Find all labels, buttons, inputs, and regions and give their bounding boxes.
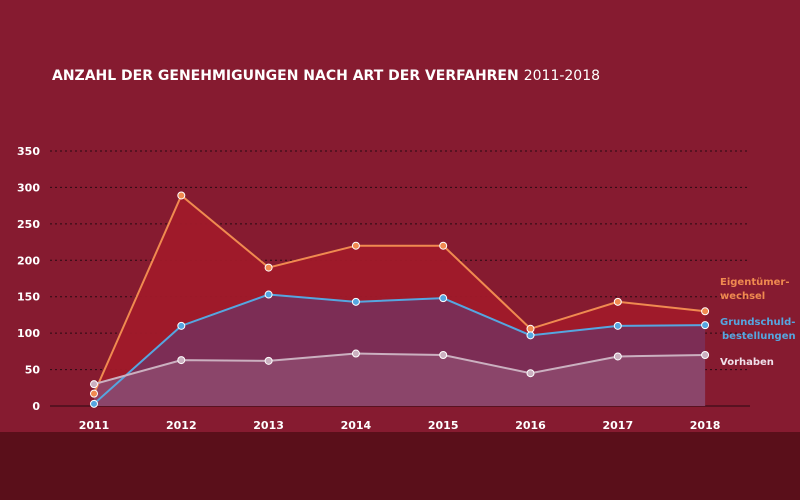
series-lines xyxy=(93,193,706,405)
legend-label-line: wechsel xyxy=(720,291,765,302)
data-point xyxy=(177,321,186,330)
data-point xyxy=(701,321,710,330)
y-tick-label: 200 xyxy=(17,254,40,267)
x-tick-label: 2017 xyxy=(602,419,633,432)
legend-label-1: Grundschuld-bestellungen xyxy=(720,317,796,342)
data-point xyxy=(439,294,448,303)
y-tick-label: 300 xyxy=(17,181,40,194)
data-points xyxy=(90,191,710,408)
data-point xyxy=(90,389,98,398)
data-point xyxy=(264,263,273,272)
x-tick-label: 2013 xyxy=(253,419,284,432)
legend-label-line: Eigentümer- xyxy=(720,277,790,288)
y-tick-label: 100 xyxy=(17,327,40,340)
data-point xyxy=(264,290,273,299)
series-line-1 xyxy=(93,293,706,405)
data-point xyxy=(177,356,186,365)
data-point xyxy=(439,351,448,359)
chart-title: ANZAHL DER GENEHMIGUNGEN NACH ART DER VE… xyxy=(52,68,600,84)
data-point xyxy=(526,324,535,333)
x-tick-label: 2014 xyxy=(341,419,372,432)
footer-band xyxy=(0,432,800,500)
x-tick-label: 2011 xyxy=(79,419,110,432)
data-point xyxy=(526,369,535,378)
x-tick-label: 2015 xyxy=(428,419,459,432)
y-tick-label: 50 xyxy=(25,364,41,377)
legend: Eigentümer-wechsel Grundschuld-bestellung… xyxy=(720,277,796,368)
y-tick-label: 250 xyxy=(17,218,40,231)
y-axis-ticks: 0 50 100 150 200 250 300 350 xyxy=(17,145,40,413)
data-point xyxy=(351,297,360,306)
data-point xyxy=(701,351,710,359)
chart-title-bold: ANZAHL DER GENEHMIGUNGEN NACH ART DER VE… xyxy=(52,68,519,84)
data-point xyxy=(90,399,98,408)
legend-label-0: Eigentümer-wechsel xyxy=(720,277,790,302)
series-area-2 xyxy=(94,353,706,406)
data-point xyxy=(264,356,273,365)
data-point xyxy=(90,380,98,389)
legend-label-line: Vorhaben xyxy=(720,357,774,368)
legend-label-2: Vorhaben xyxy=(720,357,774,368)
legend-label-line: Grundschuld- xyxy=(720,317,795,328)
y-tick-label: 150 xyxy=(17,291,40,304)
data-point xyxy=(351,241,360,250)
y-tick-label: 350 xyxy=(17,145,40,158)
data-point xyxy=(701,307,710,316)
y-tick-label: 0 xyxy=(32,400,40,413)
x-tick-label: 2018 xyxy=(690,419,721,432)
series-line-0 xyxy=(93,193,706,395)
series-line-2 xyxy=(93,352,706,386)
data-point xyxy=(613,321,622,330)
data-point xyxy=(526,331,535,340)
data-point xyxy=(613,352,622,361)
x-tick-label: 2012 xyxy=(166,419,197,432)
data-point xyxy=(177,191,186,200)
x-tick-label: 2016 xyxy=(515,419,546,432)
chart-title-years: 2011-2018 xyxy=(524,68,600,84)
x-axis-ticks: 2011 2012 2013 2014 2015 2016 2017 2018 xyxy=(79,419,721,432)
data-point xyxy=(439,241,448,250)
legend-label-line: bestellungen xyxy=(722,331,796,342)
data-point xyxy=(613,297,622,306)
data-point xyxy=(351,349,360,358)
